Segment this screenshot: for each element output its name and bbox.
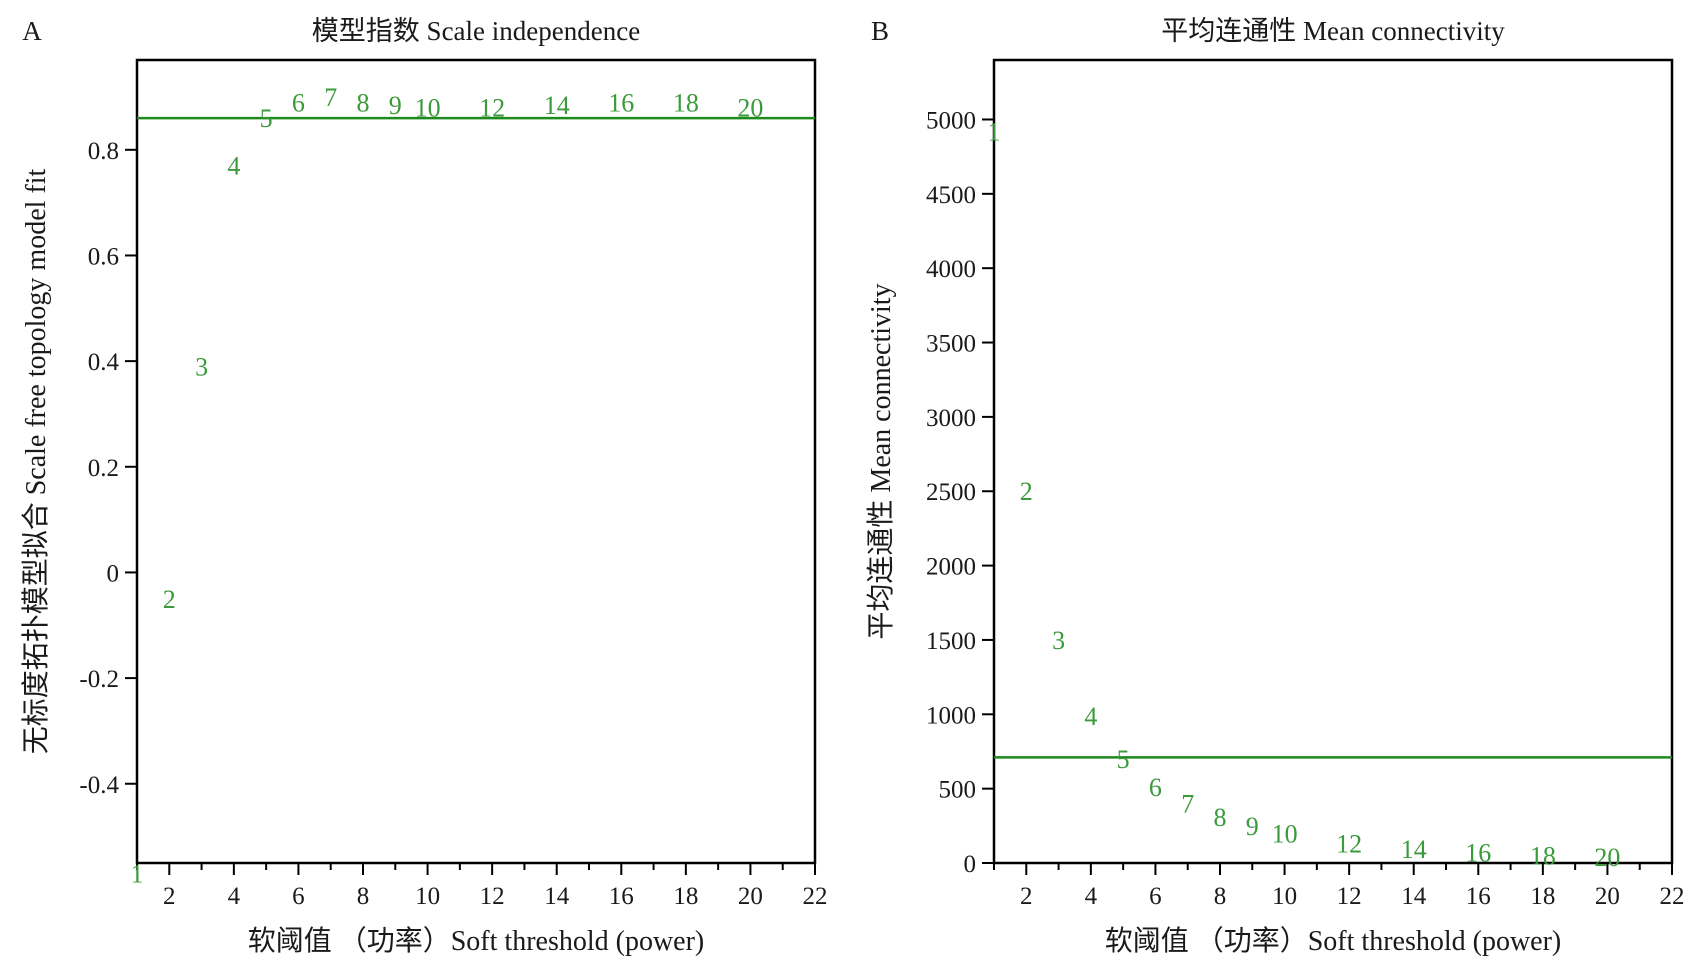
data-point-8: 8 <box>1214 803 1227 832</box>
x-tick-label: 4 <box>1085 883 1098 910</box>
y-tick-label: 4500 <box>926 182 976 209</box>
x-tick-label: 2 <box>163 883 176 910</box>
data-point-20: 20 <box>1594 843 1620 872</box>
data-point-9: 9 <box>389 91 402 120</box>
data-point-18: 18 <box>1530 842 1556 871</box>
y-tick-label: 0.2 <box>88 455 119 482</box>
y-tick-label: 5000 <box>926 107 976 134</box>
data-point-2: 2 <box>1020 477 1033 506</box>
y-tick-label: 3000 <box>926 405 976 432</box>
y-tick-label: -0.2 <box>79 666 119 693</box>
y-tick-label: 3500 <box>926 331 976 358</box>
data-point-2: 2 <box>163 585 176 614</box>
y-tick-label: 2000 <box>926 554 976 581</box>
y-tick-label: 0.8 <box>88 138 119 165</box>
data-point-7: 7 <box>1181 790 1194 819</box>
y-tick-label: 1500 <box>926 628 976 655</box>
x-tick-label: 8 <box>1214 883 1227 910</box>
y-tick-label: 2500 <box>926 479 976 506</box>
data-point-16: 16 <box>1465 839 1491 868</box>
data-point-4: 4 <box>1084 702 1097 731</box>
x-tick-label: 12 <box>480 883 505 910</box>
plot-frame <box>135 58 817 865</box>
x-tick-label: 2 <box>1020 883 1033 910</box>
x-tick-label: 10 <box>415 883 440 910</box>
x-tick-label: 18 <box>1530 883 1555 910</box>
data-point-18: 18 <box>673 88 699 117</box>
x-tick-label: 4 <box>228 883 241 910</box>
data-point-4: 4 <box>227 152 240 181</box>
panel-label: A <box>22 16 42 46</box>
x-tick-label: 18 <box>673 883 698 910</box>
x-tick-label: 16 <box>609 883 634 910</box>
x-tick-label: 22 <box>803 883 828 910</box>
data-point-8: 8 <box>357 88 370 117</box>
x-tick-label: 16 <box>1466 883 1491 910</box>
data-point-20: 20 <box>737 94 763 123</box>
x-tick-label: 6 <box>1149 883 1162 910</box>
data-point-5: 5 <box>260 104 273 133</box>
data-point-3: 3 <box>1052 626 1065 655</box>
chart-title: 平均连通性 Mean connectivity <box>1161 16 1505 46</box>
y-tick-label: -0.4 <box>79 772 119 799</box>
x-tick-label: 6 <box>292 883 305 910</box>
x-tick-label: 14 <box>544 883 570 910</box>
data-point-5: 5 <box>1117 745 1130 774</box>
data-point-16: 16 <box>608 88 634 117</box>
x-tick-label: 20 <box>738 883 763 910</box>
data-point-12: 12 <box>479 94 505 123</box>
data-point-3: 3 <box>195 352 208 381</box>
y-tick-label: 1000 <box>926 702 976 729</box>
x-tick-label: 14 <box>1401 883 1427 910</box>
chart-title: 模型指数 Scale independence <box>312 16 640 46</box>
x-axis-label: 软阈值 （功率）Soft threshold (power) <box>1105 925 1562 957</box>
x-tick-label: 12 <box>1337 883 1362 910</box>
panel-label: B <box>871 16 889 46</box>
x-tick-label: 20 <box>1595 883 1620 910</box>
data-point-1: 1 <box>988 117 1001 146</box>
y-tick-label: 0.4 <box>88 349 120 376</box>
plot-frame <box>992 58 1674 865</box>
data-point-12: 12 <box>1336 830 1362 859</box>
x-axis-label: 软阈值 （功率）Soft threshold (power) <box>248 925 705 957</box>
x-tick-label: 8 <box>357 883 370 910</box>
data-point-6: 6 <box>1149 773 1162 802</box>
x-tick-label: 10 <box>1272 883 1297 910</box>
data-point-10: 10 <box>415 94 441 123</box>
y-tick-label: 4000 <box>926 256 976 283</box>
data-point-14: 14 <box>1401 835 1427 864</box>
data-point-9: 9 <box>1246 812 1259 841</box>
y-axis-label: 平均连通性 Mean connectivity <box>865 283 897 639</box>
y-axis-label: 无标度拓扑模型拟合 Scale free topology model fit <box>20 169 52 755</box>
y-tick-label: 0 <box>964 851 977 878</box>
panel-b: B 平均连通性 Mean connectivity 0 500 1000 1500 2000… <box>865 16 1685 957</box>
y-tick-label: 0 <box>107 560 120 587</box>
panel-a: A 模型指数 Scale independence -0.4 -0.2 0 0.2 0.4 0… <box>20 16 828 957</box>
data-point-14: 14 <box>544 91 570 120</box>
data-point-10: 10 <box>1272 819 1298 848</box>
data-point-1: 1 <box>131 860 144 889</box>
y-tick-label: 500 <box>939 777 977 804</box>
data-point-7: 7 <box>324 83 337 112</box>
y-tick-label: 0.6 <box>88 243 119 270</box>
x-tick-label: 22 <box>1660 883 1685 910</box>
data-point-6: 6 <box>292 88 305 117</box>
